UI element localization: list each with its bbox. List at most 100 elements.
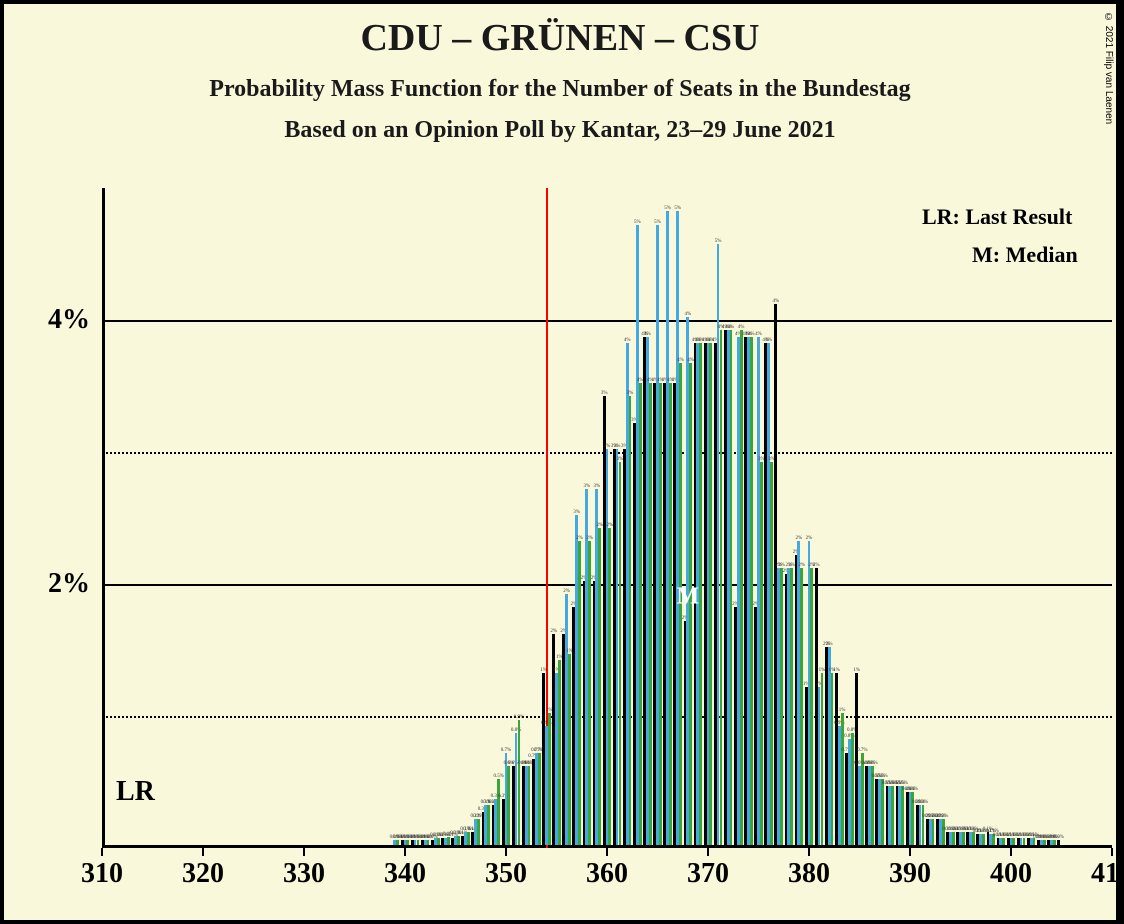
median-label: M [676,584,699,611]
bar: 1% [568,654,571,845]
bar-value-label: 2% [798,563,805,568]
bar: 1% [841,713,844,845]
bar-value-label: 4% [738,325,745,330]
x-tick-label: 380 [788,858,830,890]
bar: 2% [800,568,803,845]
bar: 0.1% [952,832,955,845]
x-tick [808,848,810,856]
bar-value-label: 5% [654,220,661,225]
bar: 0.1% [962,832,965,845]
bar: 4% [720,330,723,845]
bar-value-label: 4% [755,332,762,337]
bar-value-label: 0.5% [494,774,504,779]
bar-value-label: 2% [813,563,820,568]
plot-area: 2%4%3103203303403503603703803904004100.0… [102,188,1112,848]
bar: 0.0% [1043,840,1046,845]
bar-value-label: 2% [778,563,785,568]
bar-value-label: 2% [550,629,557,634]
bar-value-label: 0.7% [501,748,511,753]
x-tick [707,848,709,856]
bar: 2% [810,568,813,845]
x-tick [404,848,406,856]
bar-value-label: 2% [586,536,593,541]
bar: 4% [740,330,743,845]
x-tick [1111,848,1113,856]
bar: 4% [709,343,712,845]
bar-value-label: 5% [674,206,681,211]
bar-value-label: 3% [594,484,601,489]
bar-value-label: 3% [604,444,611,449]
bar-value-label: 3% [627,391,634,396]
last-result-label: LR [116,776,155,808]
x-tick-label: 350 [485,858,527,890]
bar-value-label: 0.4% [908,787,918,792]
y-tick-label: 2% [48,568,90,600]
x-tick-label: 360 [586,858,628,890]
bar: 0.1% [1002,838,1005,845]
bar: 0.1% [467,832,470,845]
bar-value-label: 2% [826,642,833,647]
bar-value-label: 3% [601,391,608,396]
bar: 0.7% [538,753,541,845]
bar-value-label: 4% [765,338,772,343]
bar: 0.0% [406,840,409,845]
bar-value-label: 1% [833,668,840,673]
chart-container: © 2021 Filip van Laenen CDU – GRÜNEN – C… [0,0,1124,924]
bar: 4% [750,337,753,845]
bar: 1% [831,673,834,845]
bar: 0.0% [1057,840,1060,845]
bar: 0.1% [982,834,985,845]
bar: 3% [760,462,763,845]
bar: 2% [598,528,601,845]
bar: 2% [578,541,581,845]
bar: 1% [558,660,561,845]
bar-value-label: 0.6% [867,761,877,766]
legend-last-result: LR: Last Result [922,204,1072,230]
x-tick [1010,848,1012,856]
bar: 1% [548,713,551,845]
bar-value-label: 4% [684,312,691,317]
bar-value-label: 1% [839,708,846,713]
bar: 0.8% [851,733,854,845]
bar-value-label: 2% [806,536,813,541]
bar: 0.6% [507,766,510,845]
bar: 0.0% [427,840,430,845]
bar: 0.5% [497,779,500,845]
x-tick [909,848,911,856]
bar: 2% [608,528,611,845]
x-tick-label: 370 [687,858,729,890]
x-tick-label: 400 [990,858,1032,890]
bar-value-label: 4% [728,325,735,330]
bar: 3% [619,462,622,845]
x-tick-label: 410 [1091,858,1124,890]
bar: 0.1% [1023,838,1026,845]
bar: 3% [770,462,773,845]
y-axis [102,188,105,848]
x-tick [303,848,305,856]
x-tick-label: 340 [384,858,426,890]
bar: 4% [669,383,672,845]
x-tick-label: 330 [283,858,325,890]
bar: 3% [629,396,632,845]
x-tick [101,848,103,856]
bar: 0.9% [518,720,521,845]
bar-value-label: 2% [576,536,583,541]
bar: 4% [699,343,702,845]
x-tick-label: 390 [889,858,931,890]
bar-value-label: 5% [664,206,671,211]
bar-value-label: 0.0% [1053,835,1063,840]
chart-title: Probability Mass Function for the Number… [4,76,1116,103]
bar: 0.1% [457,836,460,845]
x-tick-label: 310 [81,858,123,890]
bar-value-label: 0.5% [877,774,887,779]
bar: 0.5% [901,786,904,845]
bar-value-label: 5% [634,220,641,225]
bar-value-label: 0.7% [857,748,867,753]
bar: 0.0% [417,840,420,845]
bar-value-label: 4% [624,338,631,343]
bar: 0.1% [437,838,440,845]
bar-value-label: 4% [773,299,780,304]
bar: 1% [821,673,824,845]
bar: 4% [730,330,733,845]
bar: 0.6% [528,766,531,845]
